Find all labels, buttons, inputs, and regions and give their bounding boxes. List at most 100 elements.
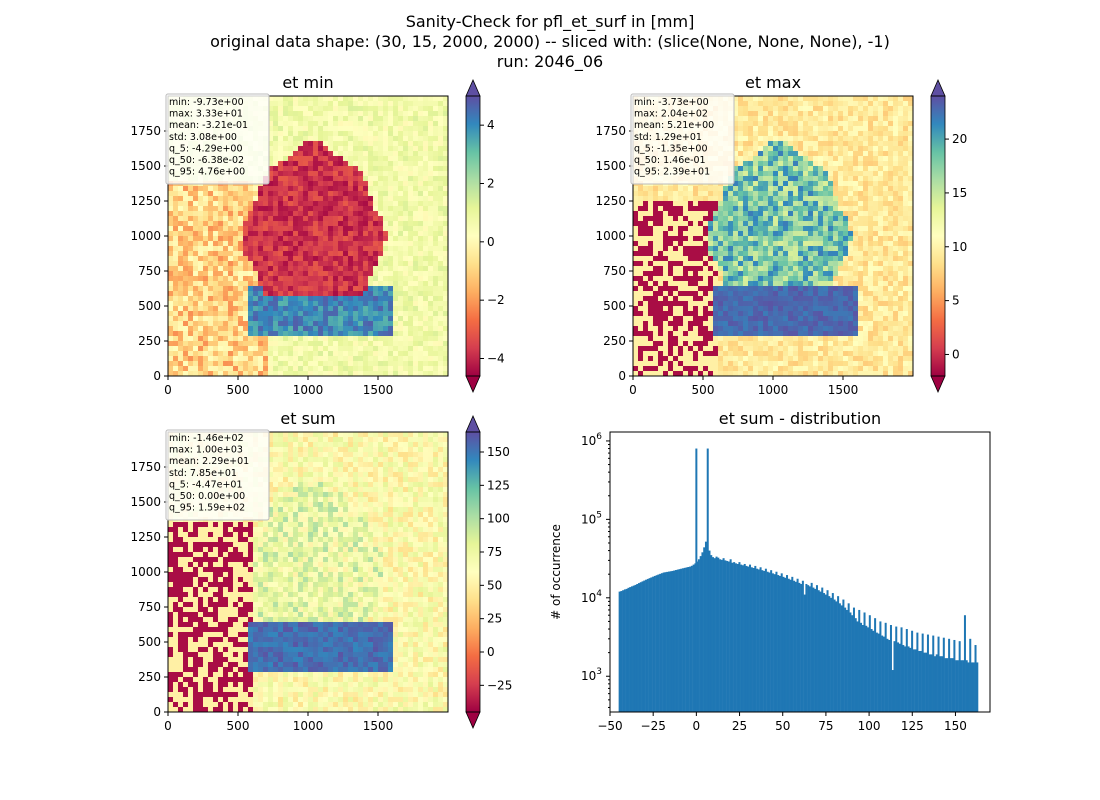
- heatmap-cell: [873, 191, 879, 197]
- heatmap-cell: [268, 321, 274, 327]
- heatmap-cell: [853, 221, 859, 227]
- heatmap-cell: [333, 161, 339, 167]
- heatmap-cell: [388, 131, 394, 137]
- heatmap-cell: [298, 366, 304, 372]
- heatmap-cell: [173, 306, 179, 312]
- heatmap-cell: [308, 366, 314, 372]
- heatmap-cell: [723, 251, 729, 257]
- heatmap-cell: [318, 326, 324, 332]
- heatmap-cell: [283, 361, 289, 367]
- heatmap-cell: [443, 111, 449, 117]
- heatmap-cell: [348, 271, 354, 277]
- heatmap-cell: [638, 246, 644, 252]
- heatmap-cell: [908, 161, 914, 167]
- heatmap-cell: [728, 191, 734, 197]
- heatmap-cell: [703, 211, 709, 217]
- heatmap-cell: [848, 236, 854, 242]
- heatmap-cell: [833, 201, 839, 207]
- heatmap-cell: [328, 231, 334, 237]
- heatmap-cell: [243, 331, 249, 337]
- heatmap-cell: [393, 326, 399, 332]
- heatmap-cell: [393, 226, 399, 232]
- heatmap-cell: [213, 341, 219, 347]
- heatmap-cell: [873, 246, 879, 252]
- heatmap-cell: [328, 196, 334, 202]
- heatmap-cell: [768, 231, 774, 237]
- heatmap-cell: [793, 161, 799, 167]
- heatmap-cell: [348, 246, 354, 252]
- heatmap-cell: [348, 106, 354, 112]
- heatmap-cell: [438, 311, 444, 317]
- heatmap-cell: [763, 106, 769, 112]
- heatmap-cell: [373, 296, 379, 302]
- heatmap-cell: [243, 336, 249, 342]
- heatmap-cell: [323, 181, 329, 187]
- heatmap-cell: [828, 151, 834, 157]
- heatmap-cell: [698, 201, 704, 207]
- heatmap-cell: [438, 156, 444, 162]
- heatmap-cell: [398, 251, 404, 257]
- heatmap-cell: [888, 161, 894, 167]
- heatmap-cell: [278, 281, 284, 287]
- heatmap-cell: [438, 346, 444, 352]
- heatmap-cell: [443, 236, 449, 242]
- heatmap-cell: [743, 216, 749, 222]
- heatmap-cell: [353, 261, 359, 267]
- heatmap-cell: [873, 206, 879, 212]
- heatmap-cell: [228, 361, 234, 367]
- heatmap-cell: [343, 291, 349, 297]
- heatmap-cell: [738, 106, 744, 112]
- heatmap-cell: [393, 141, 399, 147]
- heatmap-cell: [838, 171, 844, 177]
- heatmap-cell: [288, 336, 294, 342]
- heatmap-cell: [723, 216, 729, 222]
- heatmap-cell: [303, 201, 309, 207]
- heatmap-cell: [408, 346, 414, 352]
- heatmap-cell: [293, 131, 299, 137]
- heatmap-cell: [323, 136, 329, 142]
- heatmap-cell: [358, 251, 364, 257]
- heatmap-cell: [403, 181, 409, 187]
- heatmap-cell: [328, 331, 334, 337]
- heatmap-cell: [678, 221, 684, 227]
- heatmap-cell: [783, 96, 789, 102]
- heatmap-cell: [638, 251, 644, 257]
- heatmap-cell: [368, 366, 374, 372]
- colorbar-tick-label: 4: [487, 118, 495, 132]
- heatmap-cell: [758, 121, 764, 127]
- heatmap-cell: [278, 216, 284, 222]
- heatmap-cell: [213, 201, 219, 207]
- heatmap-cell: [293, 161, 299, 167]
- heatmap-cell: [233, 216, 239, 222]
- heatmap-cell: [743, 226, 749, 232]
- heatmap-cell: [808, 236, 814, 242]
- heatmap-cell: [853, 131, 859, 137]
- heatmap-cell: [278, 266, 284, 272]
- heatmap-cell: [208, 271, 214, 277]
- heatmap-cell: [353, 371, 359, 377]
- heatmap-cell: [403, 291, 409, 297]
- heatmap-cell: [268, 166, 274, 172]
- heatmap-cell: [308, 301, 314, 307]
- heatmap-cell: [408, 161, 414, 167]
- heatmap-cell: [833, 191, 839, 197]
- heatmap-cell: [318, 341, 324, 347]
- heatmap-cell: [778, 251, 784, 257]
- heatmap-cell: [748, 181, 754, 187]
- heatmap-cell: [828, 201, 834, 207]
- heatmap-cell: [723, 196, 729, 202]
- heatmap-cell: [288, 301, 294, 307]
- heatmap-cell: [283, 131, 289, 137]
- heatmap-cell: [843, 236, 849, 242]
- heatmap-cell: [883, 241, 889, 247]
- heatmap-cell: [303, 356, 309, 362]
- heatmap-cell: [743, 101, 749, 107]
- heatmap-cell: [378, 131, 384, 137]
- heatmap-cell: [253, 211, 259, 217]
- heatmap-cell: [798, 226, 804, 232]
- heatmap-cell: [663, 256, 669, 262]
- heatmap-cell: [833, 141, 839, 147]
- heatmap-cell: [308, 201, 314, 207]
- heatmap-cell: [883, 106, 889, 112]
- heatmap-cell: [258, 361, 264, 367]
